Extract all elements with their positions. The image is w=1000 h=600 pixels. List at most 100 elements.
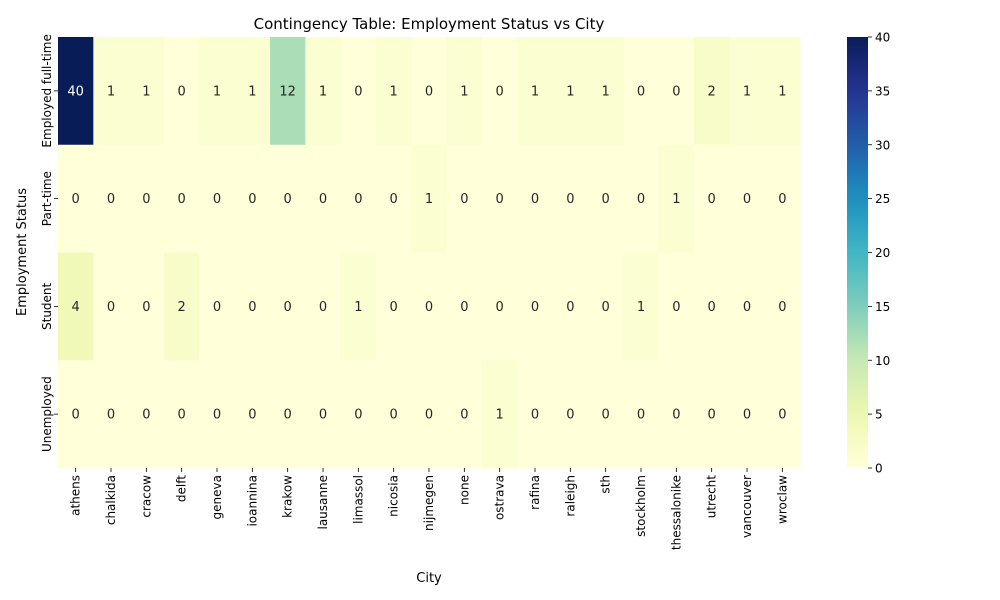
cell-value-label: 0	[566, 408, 574, 423]
heatmap-cell	[517, 37, 554, 146]
heatmap-cell	[623, 252, 660, 361]
cell-value-label: 0	[637, 192, 645, 207]
x-tick-label: delft	[175, 475, 189, 502]
cell-value-label: 0	[107, 408, 115, 423]
heatmap-cell	[588, 252, 624, 361]
cell-value-label: 1	[602, 84, 610, 99]
heatmap-cell	[340, 37, 377, 146]
cell-value-label: 0	[672, 84, 680, 99]
cell-value-label: 0	[778, 300, 786, 315]
cell-value-label: 1	[248, 84, 256, 99]
x-tick-label: sth	[599, 475, 613, 494]
cell-value-label: 0	[248, 192, 256, 207]
cell-value-label: 0	[284, 408, 292, 423]
y-axis-ticks: Employed full-time Part-time Student Unempl…	[40, 34, 58, 452]
cell-value-label: 1	[213, 84, 221, 99]
cell-value-label: 0	[248, 300, 256, 315]
x-tick-label: wroclaw	[775, 475, 789, 524]
heatmap-cell	[199, 360, 236, 469]
y-tick-label: Unemployed	[40, 376, 54, 452]
heatmap-cell	[93, 360, 130, 469]
cell-value-label: 0	[743, 408, 751, 423]
cell-value-label: 0	[425, 84, 433, 99]
y-tick-label: Part-time	[40, 171, 54, 226]
cell-value-label: 2	[178, 300, 186, 315]
heatmap-cell	[729, 252, 766, 361]
heatmap-cell	[764, 37, 801, 146]
heatmap-cell	[270, 360, 306, 469]
cell-value-label: 1	[566, 84, 574, 99]
heatmap-cell	[552, 37, 589, 146]
heatmap-cell	[164, 360, 200, 469]
x-tick-label: stockholm	[634, 475, 648, 537]
cell-value-label: 0	[354, 84, 362, 99]
heatmap-cell	[164, 252, 200, 361]
cell-value-label: 0	[142, 300, 150, 315]
heatmap-cell	[305, 37, 342, 146]
cell-value-label: 0	[460, 300, 468, 315]
cell-value-label: 1	[107, 84, 115, 99]
colorbar-tick-label: 35	[875, 84, 890, 98]
cell-value-label: 12	[279, 84, 296, 99]
heatmap-cell	[58, 37, 94, 146]
cell-value-label: 0	[531, 192, 539, 207]
cell-value-label: 0	[107, 300, 115, 315]
cell-value-label: 0	[390, 408, 398, 423]
heatmap-cells	[58, 37, 801, 469]
heatmap-cell	[340, 360, 377, 469]
cell-value-label: 0	[602, 192, 610, 207]
heatmap-cell	[199, 144, 236, 253]
cell-value-label: 0	[531, 408, 539, 423]
x-tick-label: geneva	[210, 475, 224, 519]
x-tick-label: nicosia	[387, 475, 401, 517]
heatmap-cell	[376, 360, 412, 469]
cell-value-label: 1	[390, 84, 398, 99]
heatmap-cell	[658, 252, 695, 361]
cell-value-label: 0	[602, 300, 610, 315]
heatmap-cell	[270, 252, 306, 361]
heatmap-cell	[199, 37, 236, 146]
heatmap-cell	[305, 360, 342, 469]
heatmap-cell	[764, 252, 801, 361]
heatmap-cell	[234, 360, 271, 469]
cell-value-label: 2	[708, 84, 716, 99]
heatmap-cell	[446, 360, 483, 469]
heatmap-cell	[376, 252, 412, 361]
cell-value-label: 0	[213, 300, 221, 315]
heatmap-cell	[694, 144, 730, 253]
cell-value-label: 0	[496, 84, 504, 99]
cell-value-label: 0	[778, 408, 786, 423]
cell-value-label: 0	[319, 408, 327, 423]
heatmap-cell	[376, 37, 412, 146]
cell-value-label: 1	[425, 192, 433, 207]
heatmap-cell	[340, 252, 377, 361]
x-axis-title: City	[416, 571, 442, 586]
cell-value-label: 0	[708, 192, 716, 207]
heatmap-cell	[376, 144, 412, 253]
heatmap-cell	[623, 144, 660, 253]
x-tick-label: lausanne	[316, 475, 330, 530]
heatmap-cell	[658, 37, 695, 146]
cell-value-label: 0	[566, 192, 574, 207]
cell-value-label: 0	[496, 192, 504, 207]
heatmap-cell	[234, 37, 271, 146]
x-tick-label: limassol	[351, 475, 365, 524]
heatmap-cell	[482, 252, 518, 361]
heatmap-cell	[552, 360, 589, 469]
cell-value-label: 0	[496, 300, 504, 315]
cell-value-label: 0	[566, 300, 574, 315]
cell-value-label: 0	[425, 408, 433, 423]
heatmap-cell	[93, 144, 130, 253]
x-tick-label: athens	[69, 475, 83, 516]
cell-value-label: 0	[425, 300, 433, 315]
heatmap-cell	[552, 144, 589, 253]
cell-value-label: 0	[72, 408, 80, 423]
cell-value-label: 0	[319, 192, 327, 207]
cell-value-label: 1	[460, 84, 468, 99]
heatmap-cell	[234, 252, 271, 361]
cell-value-label: 0	[460, 192, 468, 207]
cell-value-label: 1	[672, 192, 680, 207]
heatmap-cell	[340, 144, 377, 253]
heatmap-cell	[270, 37, 306, 146]
x-axis-ticks: athens chalkida cracow delft geneva ioannina k…	[69, 468, 789, 550]
